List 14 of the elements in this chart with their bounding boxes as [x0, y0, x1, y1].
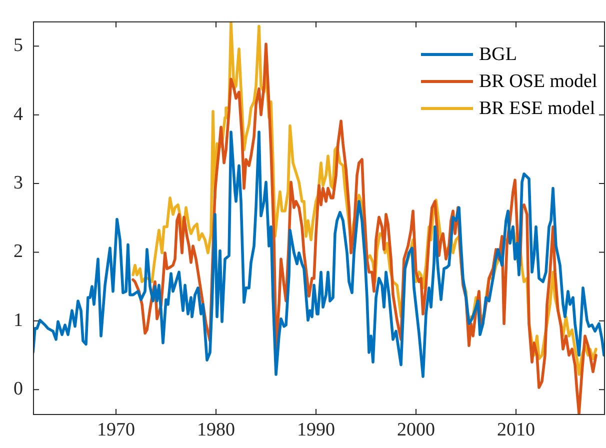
legend-label: BGL — [479, 43, 517, 68]
x-tick-label: 1970 — [97, 419, 135, 440]
y-tick-label: 5 — [14, 35, 23, 56]
x-tick-label: 1980 — [197, 419, 235, 440]
y-tick-label: 2 — [14, 241, 23, 262]
legend-label: BR OSE model — [479, 70, 598, 94]
y-tick-label: 3 — [14, 172, 23, 194]
y-tick-label: 0 — [14, 378, 23, 400]
x-tick-label: 2000 — [397, 419, 435, 440]
legend-label: BR ESE model — [479, 97, 596, 122]
x-tick-label: 2010 — [497, 419, 535, 440]
y-tick-label: 1 — [14, 310, 23, 331]
y-tick-label: 4 — [14, 104, 24, 125]
x-tick-label: 1990 — [297, 419, 335, 440]
